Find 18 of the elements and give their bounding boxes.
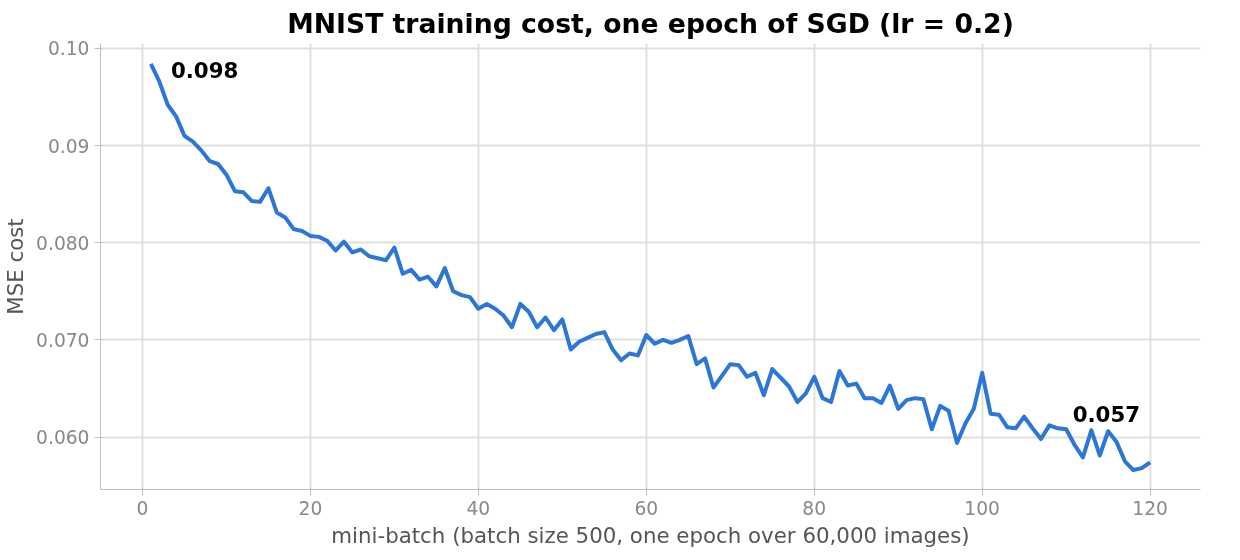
annotation: 0.098 [170,57,239,83]
x-tick-label: 60 [634,497,659,519]
x-tick-label: 0 [136,497,149,519]
x-tick-label: 80 [802,497,827,519]
x-axis-title: mini-batch (batch size 500, one epoch over 60,000 images) [331,522,970,548]
x-tick-label: 20 [298,497,323,519]
x-tick-label: 100 [964,497,1000,519]
x-tick-label: 40 [466,497,491,519]
y-tick-label: 0.080 [36,232,90,254]
chart-title: MNIST training cost, one epoch of SGD (lr = 0.2) [287,7,1014,39]
line-series [148,61,1153,473]
x-tick-label: 120 [1132,497,1168,519]
y-tick-label: 0.10 [47,38,90,60]
y-axis-title: MSE cost [3,218,29,315]
annotation: 0.057 [1072,402,1141,428]
y-tick-label: 0.09 [47,135,90,157]
y-tick-label: 0.060 [36,427,90,449]
y-tick-label: 0.070 [36,329,90,351]
